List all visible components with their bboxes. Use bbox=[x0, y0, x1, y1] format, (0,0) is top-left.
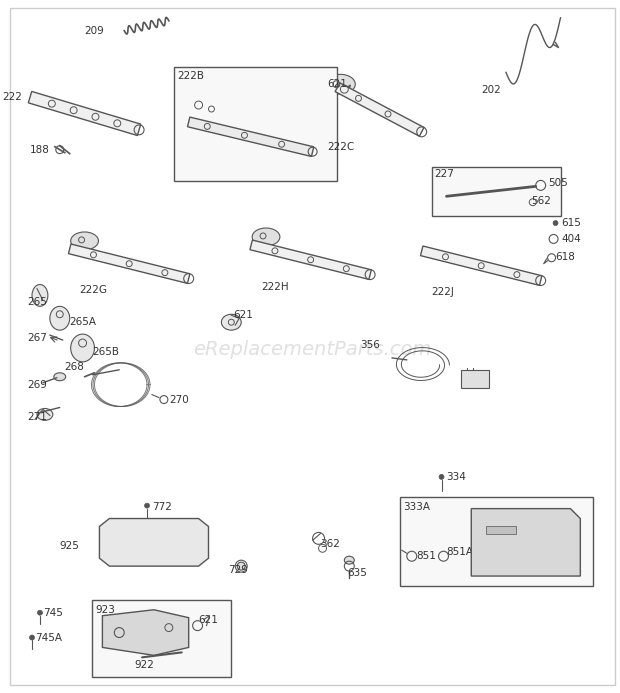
Polygon shape bbox=[420, 246, 542, 286]
Text: 404: 404 bbox=[562, 234, 581, 244]
Text: 265A: 265A bbox=[69, 317, 97, 327]
Text: 615: 615 bbox=[562, 218, 582, 228]
Ellipse shape bbox=[237, 562, 245, 570]
Ellipse shape bbox=[32, 285, 48, 306]
Text: 922: 922 bbox=[134, 660, 154, 670]
Polygon shape bbox=[102, 610, 188, 656]
Text: 923: 923 bbox=[95, 605, 115, 615]
Text: 269: 269 bbox=[27, 380, 47, 389]
Ellipse shape bbox=[439, 475, 444, 480]
Text: 729: 729 bbox=[228, 565, 248, 575]
Ellipse shape bbox=[326, 74, 355, 94]
Polygon shape bbox=[29, 91, 141, 136]
Text: 772: 772 bbox=[152, 502, 172, 511]
Text: 505: 505 bbox=[549, 178, 569, 188]
Ellipse shape bbox=[71, 232, 99, 249]
Text: 271: 271 bbox=[27, 412, 47, 423]
Text: 222G: 222G bbox=[79, 286, 108, 295]
Text: 618: 618 bbox=[556, 252, 575, 262]
Ellipse shape bbox=[54, 373, 66, 380]
Text: 333A: 333A bbox=[403, 502, 430, 511]
Text: 851: 851 bbox=[417, 551, 436, 561]
Text: 222H: 222H bbox=[261, 281, 289, 292]
Text: 227: 227 bbox=[435, 170, 454, 179]
Text: 925: 925 bbox=[60, 541, 79, 552]
Text: 851A: 851A bbox=[446, 547, 474, 557]
Text: 202: 202 bbox=[481, 85, 501, 95]
Text: 222B: 222B bbox=[177, 71, 204, 81]
Polygon shape bbox=[250, 240, 371, 279]
Text: 265: 265 bbox=[27, 297, 47, 308]
Ellipse shape bbox=[186, 95, 221, 119]
Ellipse shape bbox=[50, 306, 69, 330]
Text: 362: 362 bbox=[321, 539, 340, 550]
Ellipse shape bbox=[252, 228, 280, 246]
Text: 222C: 222C bbox=[327, 141, 355, 152]
Polygon shape bbox=[471, 509, 580, 576]
Polygon shape bbox=[99, 518, 208, 566]
Ellipse shape bbox=[71, 334, 94, 362]
Text: 356: 356 bbox=[360, 340, 380, 350]
Bar bbox=[92, 600, 231, 677]
Ellipse shape bbox=[37, 611, 42, 615]
Text: 635: 635 bbox=[347, 568, 367, 578]
Bar bbox=[174, 67, 337, 182]
Text: 621: 621 bbox=[327, 79, 347, 89]
Text: 621: 621 bbox=[198, 615, 218, 624]
Ellipse shape bbox=[553, 220, 558, 225]
Text: 222J: 222J bbox=[432, 288, 454, 297]
Text: 745: 745 bbox=[43, 608, 63, 617]
Polygon shape bbox=[187, 117, 314, 157]
Text: 222: 222 bbox=[2, 92, 22, 102]
Bar bbox=[400, 497, 593, 586]
Bar bbox=[461, 370, 489, 387]
Text: 334: 334 bbox=[446, 472, 466, 482]
Ellipse shape bbox=[221, 314, 241, 330]
Text: 265B: 265B bbox=[92, 347, 120, 357]
Text: 188: 188 bbox=[30, 145, 50, 155]
Text: 562: 562 bbox=[531, 196, 551, 207]
Ellipse shape bbox=[344, 556, 354, 564]
Text: 209: 209 bbox=[85, 26, 104, 35]
Text: 745A: 745A bbox=[35, 633, 62, 642]
Polygon shape bbox=[335, 83, 424, 137]
Ellipse shape bbox=[144, 503, 149, 508]
Bar bbox=[486, 527, 516, 534]
Text: 268: 268 bbox=[64, 362, 84, 372]
Ellipse shape bbox=[30, 635, 35, 640]
Text: 267: 267 bbox=[27, 333, 47, 343]
Text: eReplacementParts.com: eReplacementParts.com bbox=[193, 340, 432, 360]
Polygon shape bbox=[68, 244, 190, 283]
Text: 621: 621 bbox=[233, 310, 253, 320]
Text: 270: 270 bbox=[169, 394, 188, 405]
Bar bbox=[432, 166, 560, 216]
Ellipse shape bbox=[37, 408, 53, 421]
